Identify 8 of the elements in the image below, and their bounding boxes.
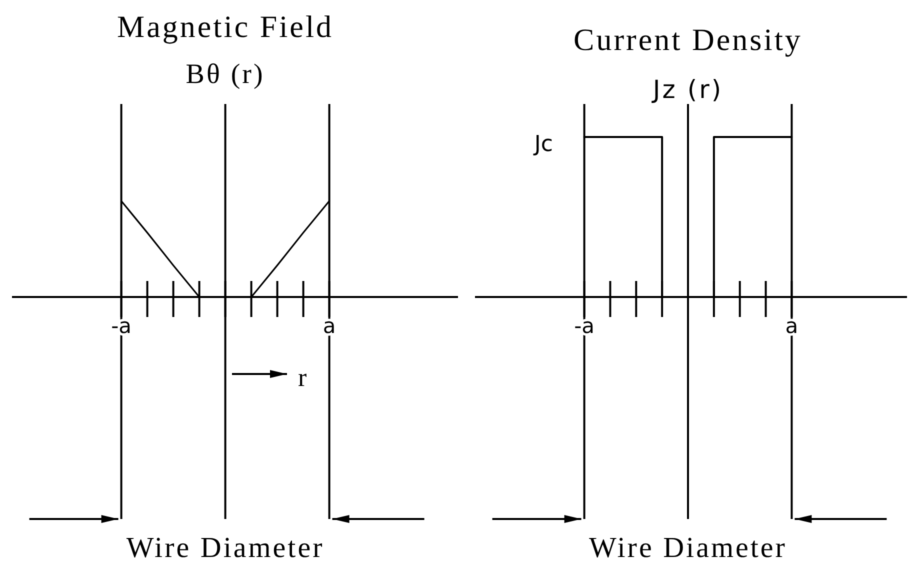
y-axis-title: Bθ (r) xyxy=(186,59,265,90)
text: Jc xyxy=(532,132,553,157)
y-axis-title: Jz (r) xyxy=(650,75,724,104)
text: r xyxy=(298,363,307,392)
x-axis-title: Wire Diameter xyxy=(126,532,324,564)
chart-title: Magnetic Field xyxy=(117,9,334,44)
x-axis-title: Wire Diameter xyxy=(589,532,787,564)
chart-title: Current Density xyxy=(574,22,802,57)
